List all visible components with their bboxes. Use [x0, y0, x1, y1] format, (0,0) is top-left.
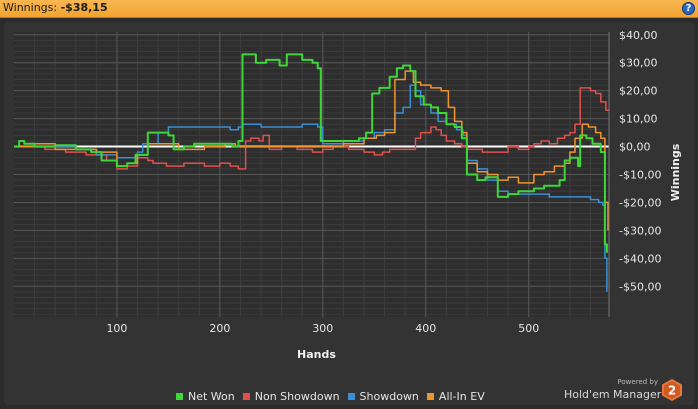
series-line-non-showdown — [14, 87, 609, 170]
y-tick-label: -$30,00 — [619, 224, 661, 237]
y-tick-label: -$50,00 — [619, 280, 661, 293]
y-tick-label: $20,00 — [619, 85, 658, 98]
y-tick-label: $10,00 — [619, 113, 658, 126]
x-tick-label: 500 — [518, 322, 539, 335]
legend-swatch — [242, 392, 250, 400]
holdem-manager-logo-icon: 2 — [662, 379, 682, 401]
x-tick-label: 100 — [106, 322, 127, 335]
x-tick-label: 400 — [415, 322, 436, 335]
x-tick-label: 200 — [209, 322, 230, 335]
logo-text: 2 — [668, 384, 676, 398]
y-tick-label: -$40,00 — [619, 252, 661, 265]
y-tick-label: $40,00 — [619, 29, 658, 42]
legend-item-showdown[interactable]: Showdown — [347, 389, 419, 403]
y-tick-label: $0,00 — [619, 141, 651, 154]
legend-label: Net Won — [188, 389, 235, 403]
legend-label: Showdown — [359, 389, 419, 403]
x-axis-title: Hands — [297, 348, 336, 361]
chart-legend: Net Won Non Showdown Showdown All-In EV — [176, 389, 493, 403]
series-line-showdown — [14, 84, 608, 292]
legend-item-non-showdown[interactable]: Non Showdown — [242, 389, 340, 403]
y-tick-label: $30,00 — [619, 57, 658, 70]
legend-label: Non Showdown — [254, 389, 340, 403]
legend-item-all-in-ev[interactable]: All-In EV — [426, 389, 485, 403]
branding: Powered by Hold'em Manager 2 — [560, 377, 684, 405]
winnings-summary: Winnings: -$38,15 — [3, 1, 108, 14]
powered-by-label: Powered by — [617, 378, 658, 386]
legend-swatch — [347, 392, 355, 400]
series-line-all-in-ev — [14, 70, 609, 231]
winnings-label: Winnings: — [3, 1, 58, 14]
brand-name: Hold'em Manager — [564, 388, 662, 401]
x-tick-label: 300 — [312, 322, 333, 335]
legend-swatch — [426, 392, 434, 400]
y-tick-label: -$10,00 — [619, 169, 661, 182]
title-bar: Winnings: -$38,15 ? — [0, 0, 698, 18]
y-tick-label: -$20,00 — [619, 196, 661, 209]
legend-swatch — [176, 392, 183, 400]
help-icon[interactable]: ? — [682, 2, 695, 15]
winnings-value: -$38,15 — [60, 1, 108, 14]
legend-item-net-won[interactable]: Net Won — [176, 390, 235, 403]
legend-label: All-In EV — [438, 389, 485, 403]
series-line-net-won — [14, 53, 608, 253]
y-axis-title: Winnings — [669, 143, 682, 201]
